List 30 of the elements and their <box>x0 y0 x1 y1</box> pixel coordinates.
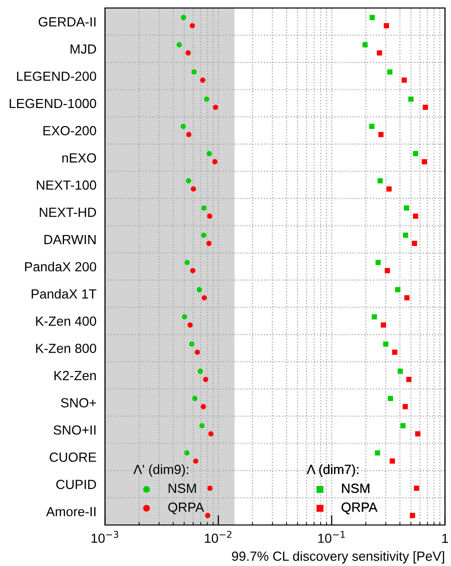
x-tick-label: 10$^{−2}$ <box>204 530 232 543</box>
y-tick-label: K-Zen 800 <box>36 344 96 354</box>
y-tick-label: PandaX 200 <box>25 262 96 272</box>
y-tick-label: PandaX 1T <box>32 288 96 299</box>
y-tick-label: Amore-II <box>46 507 96 516</box>
annotation: Λ' (dim9): <box>133 464 188 477</box>
y-tick-label: SNO+ <box>60 398 96 408</box>
y-tick-label: NEXT-HD <box>40 208 96 217</box>
y-tick-label: EXO-200 <box>43 126 96 136</box>
y-tick-label: K2-Zen <box>54 370 96 380</box>
y-tick-label: K-Zen 400 <box>36 316 96 326</box>
y-tick-label: DARWIN <box>44 234 96 244</box>
x-tick-label: 1 <box>442 534 448 543</box>
y-tick-label: MJD <box>70 44 96 54</box>
x-tick-label: 10$^{−3}$ <box>92 530 118 543</box>
y-tick-label: LEGEND-200 <box>17 72 96 81</box>
y-tick-label: CUORE <box>50 452 96 462</box>
y-tick-label: GERDA-II <box>38 17 96 27</box>
y-tick-label: nEXO <box>62 153 96 163</box>
x-tick-label: 10$^{−1}$ <box>318 531 345 543</box>
y-tick-label: CUPID <box>56 480 96 490</box>
legend-label: QRPA <box>342 502 378 514</box>
legend-label: NSM <box>342 484 370 493</box>
y-tick-label: SNO+II <box>54 425 96 435</box>
legend-label: NSM <box>168 484 196 493</box>
y-tick-label: LEGEND-1000 <box>10 98 96 108</box>
x-axis-title: 99.7% CL discovery sensitivity [PeV] <box>232 551 444 564</box>
legend-label: QRPA <box>168 502 204 514</box>
y-tick-label: NEXT-100 <box>36 180 96 190</box>
annotation: Λ (dim7): <box>306 464 358 477</box>
